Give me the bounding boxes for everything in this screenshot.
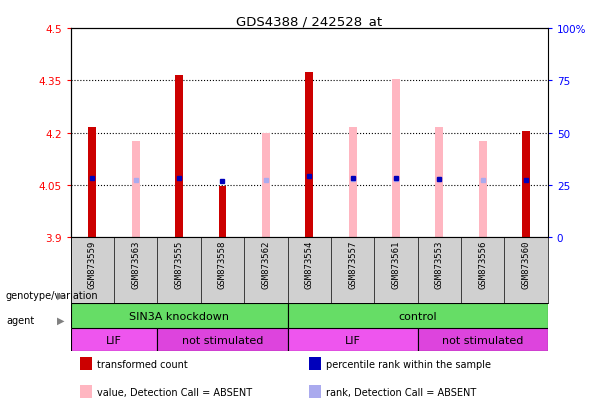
Text: ▶: ▶ bbox=[57, 290, 65, 300]
Bar bbox=[132, 142, 140, 238]
Bar bbox=[88, 128, 96, 238]
Bar bbox=[349, 128, 356, 238]
Bar bbox=[479, 142, 487, 238]
Bar bbox=[435, 128, 444, 238]
Text: GSM873553: GSM873553 bbox=[435, 240, 444, 288]
FancyBboxPatch shape bbox=[71, 303, 287, 328]
FancyBboxPatch shape bbox=[287, 328, 418, 351]
Text: GSM873561: GSM873561 bbox=[392, 240, 401, 288]
Text: ▶: ▶ bbox=[57, 315, 65, 325]
Bar bbox=[305, 72, 313, 238]
Text: GSM873559: GSM873559 bbox=[88, 240, 97, 288]
Bar bbox=[175, 76, 183, 238]
Text: GSM873558: GSM873558 bbox=[218, 240, 227, 288]
Text: SIN3A knockdown: SIN3A knockdown bbox=[129, 311, 229, 321]
Text: agent: agent bbox=[6, 315, 34, 325]
Text: genotype/variation: genotype/variation bbox=[6, 290, 98, 300]
Text: value, Detection Call = ABSENT: value, Detection Call = ABSENT bbox=[97, 387, 252, 397]
Text: GSM873563: GSM873563 bbox=[131, 240, 140, 288]
Title: GDS4388 / 242528_at: GDS4388 / 242528_at bbox=[236, 15, 382, 28]
Bar bbox=[80, 357, 92, 370]
Text: not stimulated: not stimulated bbox=[182, 335, 263, 345]
Text: LIF: LIF bbox=[106, 335, 122, 345]
Bar bbox=[219, 186, 226, 238]
Text: GSM873557: GSM873557 bbox=[348, 240, 357, 288]
Text: not stimulated: not stimulated bbox=[442, 335, 524, 345]
FancyBboxPatch shape bbox=[157, 328, 287, 351]
Text: LIF: LIF bbox=[345, 335, 360, 345]
Text: control: control bbox=[398, 311, 437, 321]
Text: GSM873554: GSM873554 bbox=[305, 240, 314, 288]
Text: GSM873562: GSM873562 bbox=[262, 240, 270, 288]
Bar bbox=[80, 385, 92, 398]
Text: GSM873560: GSM873560 bbox=[522, 240, 531, 288]
Text: GSM873555: GSM873555 bbox=[174, 240, 184, 288]
Bar bbox=[309, 385, 321, 398]
Bar bbox=[392, 79, 400, 238]
Text: transformed count: transformed count bbox=[97, 359, 188, 369]
Bar bbox=[262, 133, 270, 238]
FancyBboxPatch shape bbox=[418, 328, 548, 351]
Text: rank, Detection Call = ABSENT: rank, Detection Call = ABSENT bbox=[326, 387, 476, 397]
Bar bbox=[522, 132, 530, 238]
FancyBboxPatch shape bbox=[71, 328, 157, 351]
Text: percentile rank within the sample: percentile rank within the sample bbox=[326, 359, 491, 369]
Text: GSM873556: GSM873556 bbox=[478, 240, 487, 288]
Bar bbox=[309, 357, 321, 370]
FancyBboxPatch shape bbox=[287, 303, 548, 328]
